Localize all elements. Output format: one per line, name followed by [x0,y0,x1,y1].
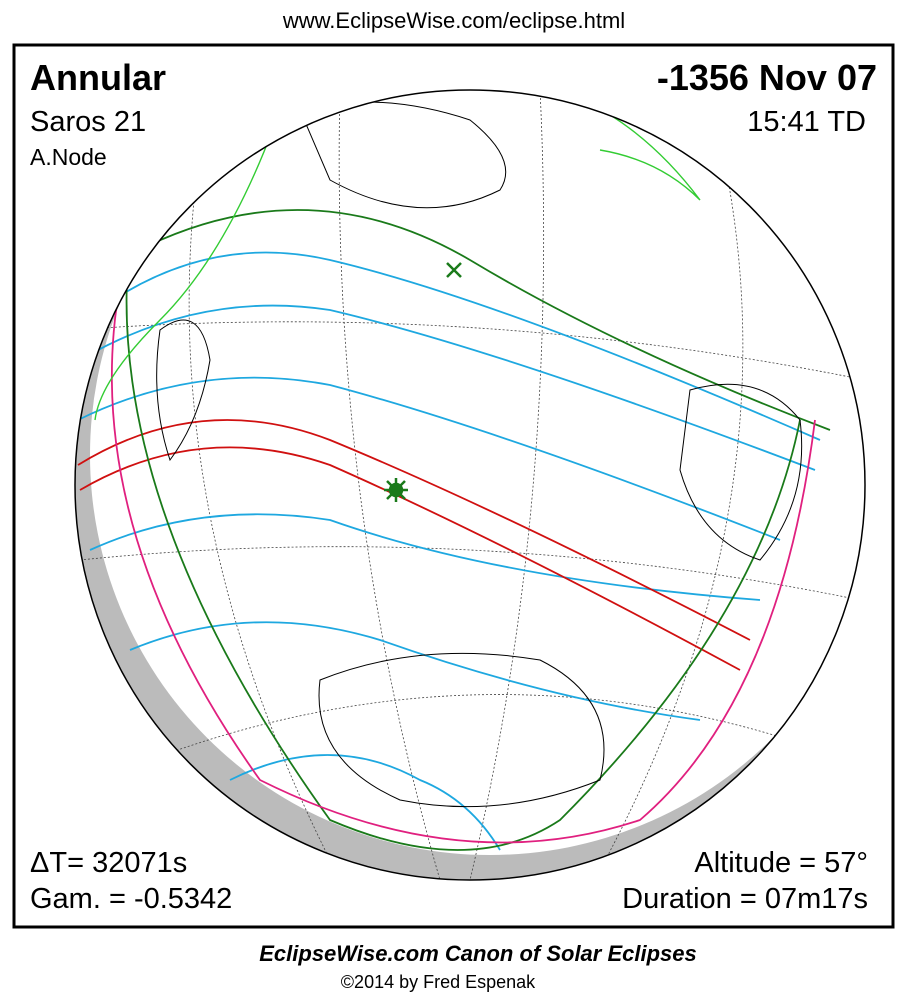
saros: Saros 21 [30,106,146,138]
eclipse-type: Annular [30,57,166,98]
globe [75,90,865,880]
gamma: Gam. = -0.5342 [30,883,232,915]
globe-outline [74,89,866,881]
greatest-eclipse-marker [384,478,408,502]
url: www.EclipseWise.com/eclipse.html [282,8,625,33]
delta-t: ΔT= 32071s [30,847,187,879]
date: -1356 Nov 07 [657,57,877,98]
greatest-duration-marker [446,262,462,278]
copyright: ©2014 by Fred Espenak [341,972,536,992]
altitude: Altitude = 57° [694,847,868,879]
footer-title: EclipseWise.com Canon of Solar Eclipses [259,941,697,966]
duration: Duration = 07m17s [622,883,868,915]
time: 15:41 TD [747,106,866,138]
node: A.Node [30,144,107,170]
